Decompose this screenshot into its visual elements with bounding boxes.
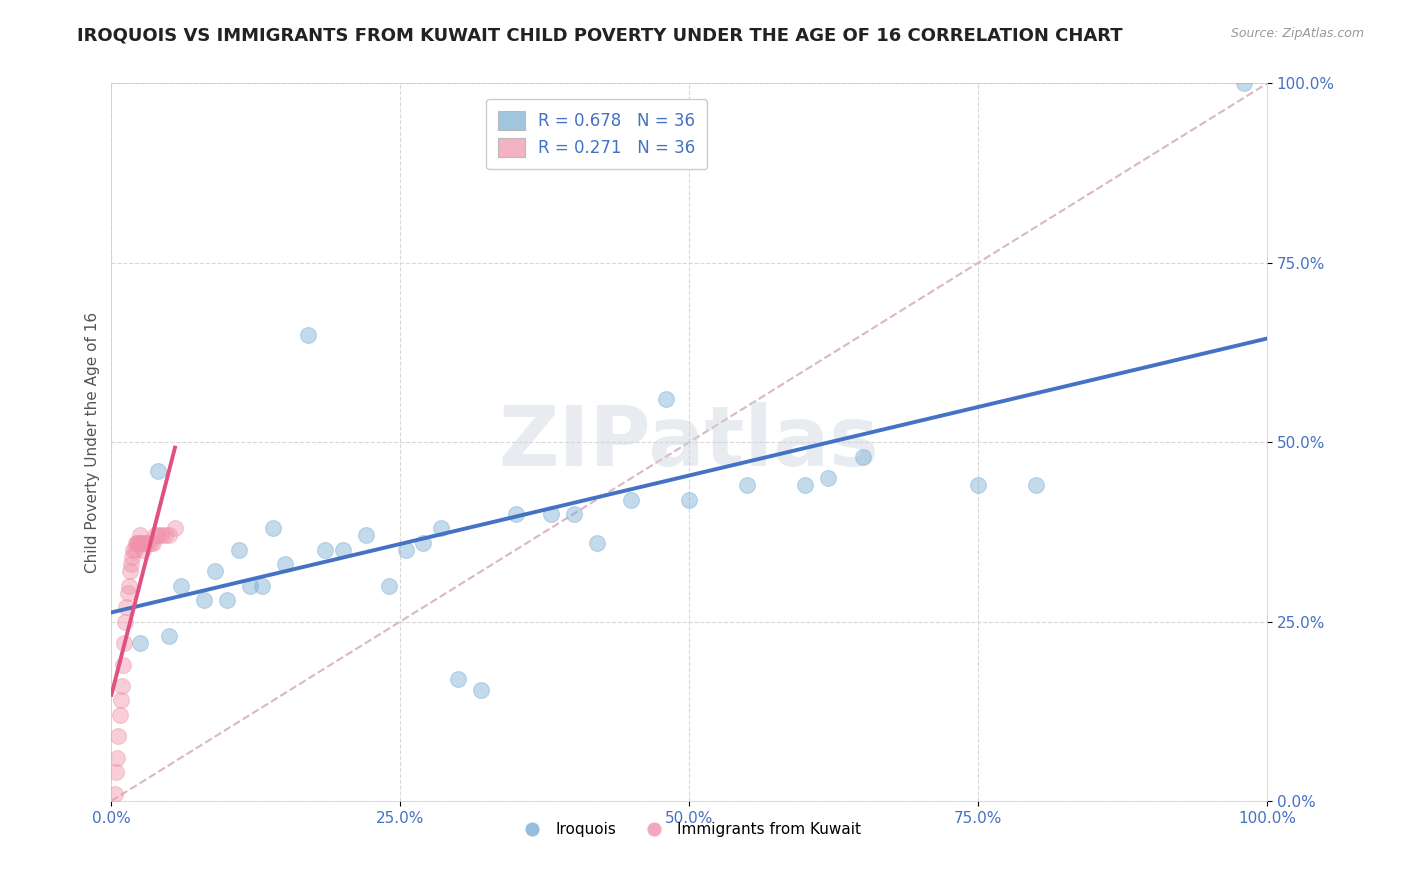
Point xyxy=(314,542,336,557)
Point xyxy=(239,579,262,593)
Point xyxy=(228,542,250,557)
Point xyxy=(142,535,165,549)
Point xyxy=(157,528,180,542)
Point xyxy=(118,564,141,578)
Point xyxy=(139,535,162,549)
Point xyxy=(120,557,142,571)
Point xyxy=(108,707,131,722)
Text: IROQUOIS VS IMMIGRANTS FROM KUWAIT CHILD POVERTY UNDER THE AGE OF 16 CORRELATION: IROQUOIS VS IMMIGRANTS FROM KUWAIT CHILD… xyxy=(77,27,1123,45)
Point xyxy=(105,751,128,765)
Point xyxy=(125,535,148,549)
Point xyxy=(395,542,418,557)
Point xyxy=(332,542,354,557)
Point xyxy=(274,557,297,571)
Point xyxy=(132,535,155,549)
Point xyxy=(114,615,136,629)
Point xyxy=(118,579,141,593)
Point xyxy=(138,535,160,549)
Point xyxy=(170,579,193,593)
Point xyxy=(967,478,990,492)
Point xyxy=(117,586,139,600)
Point xyxy=(447,672,470,686)
Point xyxy=(297,327,319,342)
Point xyxy=(163,521,186,535)
Point xyxy=(262,521,284,535)
Point xyxy=(585,535,607,549)
Point xyxy=(793,478,815,492)
Point xyxy=(128,535,150,549)
Text: ZIPatlas: ZIPatlas xyxy=(499,401,880,483)
Point xyxy=(121,549,143,564)
Point xyxy=(851,450,873,464)
Point xyxy=(204,564,226,578)
Point xyxy=(470,682,492,697)
Y-axis label: Child Poverty Under the Age of 16: Child Poverty Under the Age of 16 xyxy=(86,311,100,573)
Point xyxy=(157,629,180,643)
Point xyxy=(215,593,238,607)
Point xyxy=(678,492,700,507)
Point xyxy=(115,600,138,615)
Point xyxy=(131,535,153,549)
Point xyxy=(143,528,166,542)
Point xyxy=(129,636,152,650)
Point xyxy=(193,593,215,607)
Point xyxy=(111,657,134,672)
Point xyxy=(122,542,145,557)
Point xyxy=(620,492,643,507)
Point xyxy=(111,679,134,693)
Point xyxy=(412,535,434,549)
Point xyxy=(107,729,129,743)
Point xyxy=(112,636,135,650)
Point xyxy=(1025,478,1047,492)
Point xyxy=(250,579,273,593)
Point xyxy=(540,507,562,521)
Point xyxy=(817,471,839,485)
Point xyxy=(354,528,377,542)
Point xyxy=(124,542,146,557)
Point xyxy=(735,478,758,492)
Point xyxy=(105,765,128,780)
Point xyxy=(505,507,527,521)
Point xyxy=(429,521,451,535)
Point xyxy=(562,507,585,521)
Point xyxy=(150,528,173,542)
Point xyxy=(1233,77,1256,91)
Point xyxy=(104,787,127,801)
Point xyxy=(146,528,169,542)
Point xyxy=(153,528,176,542)
Legend: Iroquois, Immigrants from Kuwait: Iroquois, Immigrants from Kuwait xyxy=(510,816,868,844)
Point xyxy=(110,693,132,707)
Point xyxy=(125,535,148,549)
Point xyxy=(135,535,157,549)
Point xyxy=(655,392,678,406)
Point xyxy=(146,464,169,478)
Point xyxy=(131,542,153,557)
Point xyxy=(378,579,401,593)
Point xyxy=(129,528,152,542)
Point xyxy=(127,535,149,549)
Text: Source: ZipAtlas.com: Source: ZipAtlas.com xyxy=(1230,27,1364,40)
